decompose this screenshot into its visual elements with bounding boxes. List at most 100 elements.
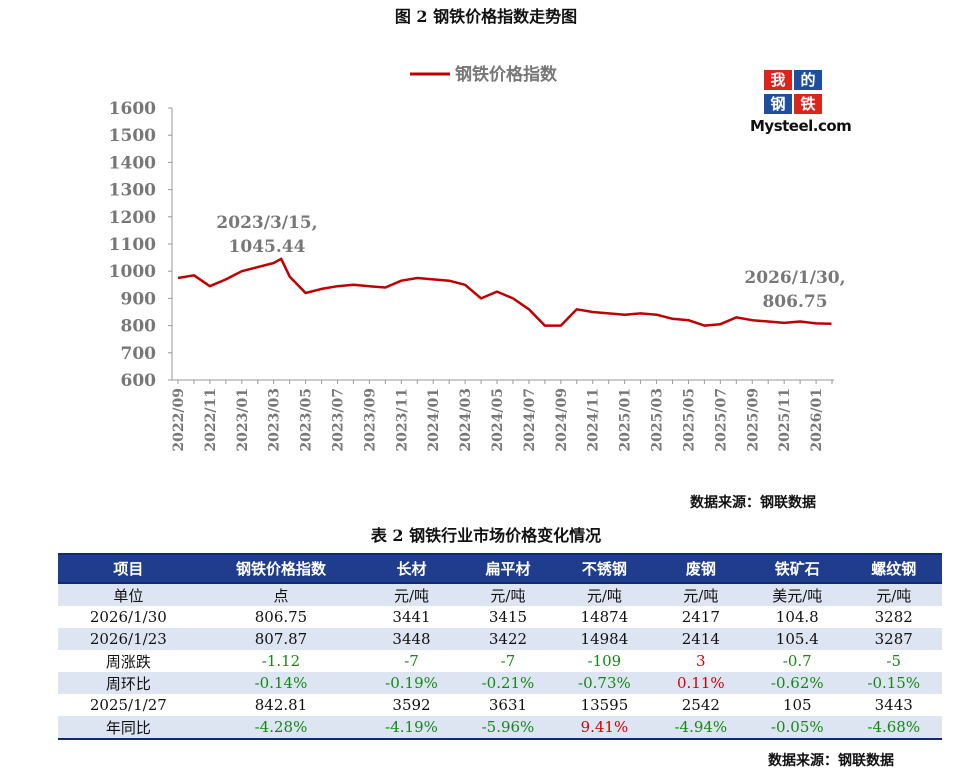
table-cell: 元/吨 xyxy=(845,583,942,606)
chart-source: 数据来源：钢联数据 xyxy=(690,495,816,511)
table-cell: 842.81 xyxy=(198,694,364,716)
table-cell: -4.94% xyxy=(652,716,750,740)
series-line xyxy=(177,257,832,327)
table-row-label: 2025/1/27 xyxy=(58,694,199,716)
x-tick-label: 2025/11 xyxy=(777,388,793,452)
table-header-cell: 不锈钢 xyxy=(556,553,653,584)
table-cell: -4.28% xyxy=(198,716,364,740)
market-price-table: 项目 钢铁价格指数 长材 扁平材 不锈钢 废钢 铁矿石 螺纹钢 单位点元/吨 元/吨 元/吨 元/吨… xyxy=(58,553,942,740)
table-cell: 3448 xyxy=(363,628,460,650)
table-cell: 3592 xyxy=(363,694,460,716)
table-row-label: 单位 xyxy=(58,583,199,606)
x-tick-label: 2024/01 xyxy=(426,388,442,452)
table-header-cell: 螺纹钢 xyxy=(845,553,942,584)
y-tick-label: 700 xyxy=(121,344,157,364)
y-tick-label: 800 xyxy=(121,317,157,337)
table-header-row: 项目 钢铁价格指数 长材 扁平材 不锈钢 废钢 铁矿石 螺纹钢 xyxy=(58,553,942,584)
table-cell: 点 xyxy=(198,583,364,606)
table-cell: 3441 xyxy=(363,606,460,628)
table-row-label: 周涨跌 xyxy=(58,650,199,672)
x-tick-label: 2023/11 xyxy=(394,388,410,452)
table-cell: -1.12 xyxy=(198,650,364,672)
table-cell: 104.8 xyxy=(749,606,846,628)
annotation-value: 1045.44 xyxy=(229,237,306,257)
table-cell: 2417 xyxy=(652,606,750,628)
y-tick-label: 1400 xyxy=(109,153,156,173)
table-cell: 3287 xyxy=(845,628,942,650)
table-cell: -0.62% xyxy=(749,672,846,694)
annotation-date: 2026/1/30, xyxy=(744,268,845,288)
x-tick-label: 2022/09 xyxy=(171,388,187,452)
table-cell: -4.68% xyxy=(845,716,942,740)
x-tick-label: 2024/11 xyxy=(586,388,602,452)
x-tick-label: 2023/05 xyxy=(299,388,315,452)
table-header-cell: 项目 xyxy=(58,553,199,584)
table-cell: -5.96% xyxy=(459,716,557,740)
table-row: 单位点元/吨 元/吨 元/吨 元/吨 美元/吨 元/吨 xyxy=(58,583,942,606)
x-tick-label: 2024/03 xyxy=(458,388,474,452)
table-cell: 14874 xyxy=(556,606,653,628)
table-cell: 14984 xyxy=(556,628,653,650)
table-cell: 3282 xyxy=(845,606,942,628)
table-source: 数据来源：钢联数据 xyxy=(768,753,894,769)
x-tick-label: 2023/01 xyxy=(235,388,251,452)
table-cell: 3631 xyxy=(459,694,557,716)
table-row-label: 2026/1/23 xyxy=(58,628,199,650)
table-row-label: 年同比 xyxy=(58,716,199,740)
table-cell: 9.41% xyxy=(556,716,653,740)
table-row: 2026/1/23 807.87 3448 3422 14984 2414 105.4 328… xyxy=(58,628,942,650)
y-tick-label: 1300 xyxy=(109,181,156,201)
table-header-cell: 铁矿石 xyxy=(749,553,846,584)
table-row-label: 周环比 xyxy=(58,672,199,694)
table-cell: -0.73% xyxy=(556,672,653,694)
x-tick-label: 2025/03 xyxy=(650,388,666,452)
logo-char-2: 的 xyxy=(794,70,822,90)
y-tick-label: 1100 xyxy=(109,235,156,255)
y-tick-label: 1000 xyxy=(109,262,156,282)
table-cell: 806.75 xyxy=(198,606,364,628)
table-cell: -5 xyxy=(845,650,942,672)
table-cell: 3443 xyxy=(845,694,942,716)
x-tick-label: 2022/11 xyxy=(203,388,219,452)
table-cell: 2414 xyxy=(652,628,750,650)
table-cell: -7 xyxy=(363,650,460,672)
table-cell: -0.15% xyxy=(845,672,942,694)
legend-label: 钢铁价格指数 xyxy=(455,64,558,85)
logo-char-3: 钢 xyxy=(764,94,792,114)
y-tick-label: 600 xyxy=(121,371,157,391)
table-cell: 105 xyxy=(749,694,846,716)
table-header-cell: 钢铁价格指数 xyxy=(198,553,364,584)
table-cell: 2542 xyxy=(652,694,750,716)
annotation-date: 2023/3/15, xyxy=(216,213,317,233)
table-cell: 元/吨 xyxy=(459,583,557,606)
line-chart: 600 700 800 900 1000 1100 1200 1300 1400 1500 1600… xyxy=(109,64,846,452)
table-cell: -0.14% xyxy=(198,672,364,694)
table-cell: 13595 xyxy=(556,694,653,716)
logo-text: Mysteel.com xyxy=(750,117,852,135)
logo-char-4: 铁 xyxy=(794,94,822,114)
table-cell: 元/吨 xyxy=(652,583,750,606)
x-tick-label: 2023/09 xyxy=(362,388,378,452)
table-row-label: 2026/1/30 xyxy=(58,606,199,628)
table-cell: 807.87 xyxy=(198,628,364,650)
logo-char-1: 我 xyxy=(764,70,792,90)
table-cell: -4.19% xyxy=(363,716,460,740)
table-header-cell: 长材 xyxy=(363,553,460,584)
y-tick-label: 1500 xyxy=(109,126,156,146)
table-cell: 3 xyxy=(652,650,750,672)
table-cell: 美元/吨 xyxy=(749,583,846,606)
table-cell: 元/吨 xyxy=(556,583,653,606)
x-tick-label: 2025/05 xyxy=(681,388,697,452)
table-cell: -0.05% xyxy=(749,716,846,740)
x-tick-label: 2024/09 xyxy=(554,388,570,452)
y-tick-label: 900 xyxy=(121,289,157,309)
table-cell: -0.19% xyxy=(363,672,460,694)
y-tick-label: 1600 xyxy=(109,99,156,119)
table-cell: 105.4 xyxy=(749,628,846,650)
table-row: 2026/1/30 806.75 3441 3415 14874 2417 104.8 328… xyxy=(58,606,942,628)
table-body: 单位点元/吨 元/吨 元/吨 元/吨 美元/吨 元/吨 2026/1/30 806.75 344… xyxy=(58,583,942,740)
table-row: 2025/1/27 842.81 3592 3631 13595 2542 105 3443 xyxy=(58,694,942,716)
x-tick-label: 2025/07 xyxy=(713,388,729,452)
y-tick-label: 1200 xyxy=(109,208,156,228)
x-tick-label: 2026/01 xyxy=(809,388,825,452)
